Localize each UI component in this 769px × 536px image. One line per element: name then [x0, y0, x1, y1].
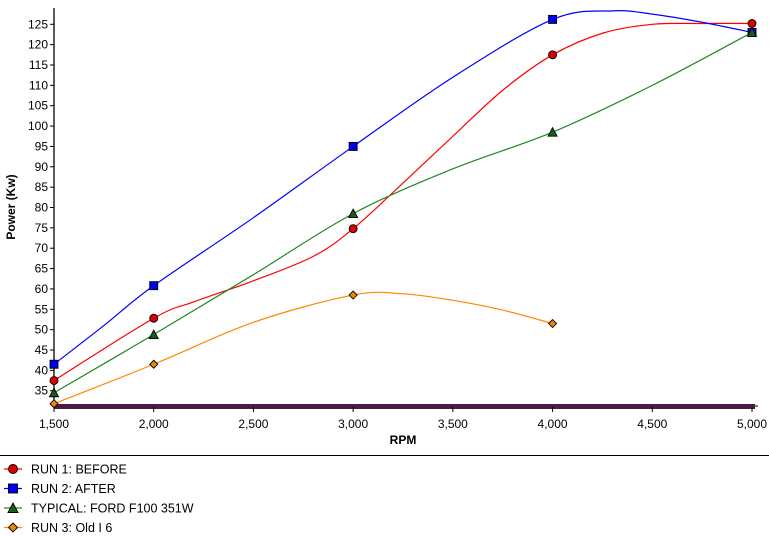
legend-item: RUN 3: Old I 6 [4, 521, 112, 535]
y-tick-label: 50 [35, 323, 49, 337]
baseline-bar [54, 404, 755, 409]
y-tick-label: 85 [35, 180, 49, 194]
legend-label: TYPICAL: FORD F100 351W [31, 502, 194, 516]
y-tick-label: 125 [28, 17, 48, 31]
legend-item: RUN 1: BEFORE [4, 463, 127, 477]
data-point [746, 26, 758, 37]
y-tick-label: 110 [29, 78, 48, 92]
x-tick-label: 4,000 [538, 417, 568, 431]
legend-marker [7, 502, 19, 513]
series-3 [49, 290, 558, 409]
data-point [149, 281, 159, 291]
x-tick-label: 4,500 [637, 417, 667, 431]
data-point [149, 359, 159, 369]
x-tick-label: 2,000 [139, 417, 169, 431]
data-point [149, 313, 159, 323]
legend-marker [7, 522, 19, 533]
y-tick-label: 105 [28, 99, 48, 113]
series-0 [49, 19, 757, 385]
y-axis-ticks: 35 40 45 50 55 60 65 70 75 80 85 90 95 100 105 110 115 12… [28, 17, 54, 398]
y-tick-label: 65 [35, 262, 49, 276]
data-point [347, 208, 359, 219]
y-tick-label: 100 [28, 119, 48, 133]
legend: RUN 1: BEFORE RUN 2: AFTER TYPICAL: FORD F… [4, 463, 194, 535]
data-point [548, 14, 558, 24]
x-axis-ticks: 1,500 2,000 2,500 3,000 3,500 4,000 4,500 5,000 [39, 407, 767, 431]
y-tick-label: 75 [35, 221, 49, 235]
legend-label: RUN 2: AFTER [31, 482, 116, 496]
data-point [49, 399, 59, 409]
legend-marker [8, 464, 18, 474]
x-tick-label: 1,500 [39, 417, 69, 431]
data-point [747, 19, 757, 28]
y-tick-label: 55 [35, 302, 49, 316]
x-tick-label: 3,500 [438, 417, 468, 431]
y-tick-label: 90 [35, 160, 49, 174]
y-tick-label: 60 [35, 282, 49, 296]
series-line [53, 31, 753, 394]
y-axis-title: Power (Kw) [4, 174, 18, 239]
y-tick-label: 40 [35, 363, 49, 377]
data-point [348, 141, 358, 151]
x-tick-label: 3,000 [338, 417, 368, 431]
series-2 [48, 26, 758, 398]
data-point [547, 126, 558, 137]
x-axis-title: RPM [390, 433, 417, 447]
y-tick-label: 95 [35, 139, 49, 153]
y-tick-label: 80 [35, 201, 49, 215]
x-tick-label: 2,500 [238, 417, 268, 431]
data-point [548, 50, 558, 60]
y-tick-label: 35 [35, 384, 49, 398]
legend-item: TYPICAL: FORD F100 351W [4, 502, 194, 516]
y-tick-label: 115 [29, 58, 48, 72]
y-tick-label: 120 [28, 38, 48, 52]
y-tick-label: 45 [35, 343, 49, 357]
legend-label: RUN 3: Old I 6 [31, 521, 112, 535]
data-point [148, 329, 159, 339]
data-point [547, 318, 558, 329]
data-point [49, 376, 59, 385]
series-line [53, 22, 753, 382]
series-line [53, 291, 553, 405]
legend-item: RUN 2: AFTER [4, 482, 116, 496]
series-line [53, 10, 753, 365]
x-tick-label: 5,000 [737, 417, 767, 431]
data-point [49, 359, 59, 369]
series-layer [48, 10, 758, 409]
legend-marker [8, 483, 18, 494]
data-point [348, 290, 358, 300]
y-tick-label: 70 [35, 241, 49, 255]
data-point [348, 224, 358, 234]
data-point [48, 387, 60, 398]
legend-label: RUN 1: BEFORE [31, 463, 127, 477]
